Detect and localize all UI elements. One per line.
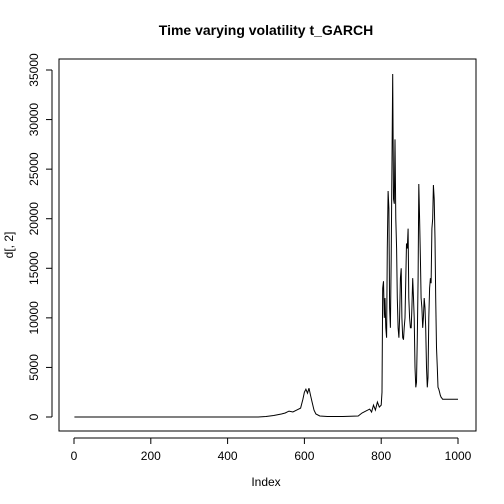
y-tick-label: 30000	[27, 103, 41, 137]
y-axis: 0 5000 10000 15000 20000 25000 30000 35000	[27, 53, 52, 420]
volatility-series-line	[74, 74, 458, 417]
x-tick-label: 1000	[445, 449, 472, 463]
x-tick-label: 200	[141, 449, 161, 463]
y-tick-label: 10000	[27, 301, 41, 335]
x-tick-label: 800	[371, 449, 391, 463]
y-tick-label: 35000	[27, 53, 41, 87]
x-tick-label: 400	[218, 449, 238, 463]
y-tick-label: 20000	[27, 202, 41, 236]
y-tick-label: 15000	[27, 251, 41, 285]
x-tick-label: 0	[71, 449, 78, 463]
x-axis-label: Index	[251, 475, 280, 489]
y-axis-label: d[, 2]	[2, 232, 16, 259]
y-tick-label: 25000	[27, 152, 41, 186]
y-tick-label: 5000	[27, 354, 41, 381]
x-tick-label: 600	[294, 449, 314, 463]
y-tick-label: 0	[27, 413, 41, 420]
x-axis: 0 200 400 600 800 1000	[71, 438, 472, 463]
plot-frame	[59, 59, 476, 431]
chart-title: Time varying volatility t_GARCH	[159, 22, 373, 38]
